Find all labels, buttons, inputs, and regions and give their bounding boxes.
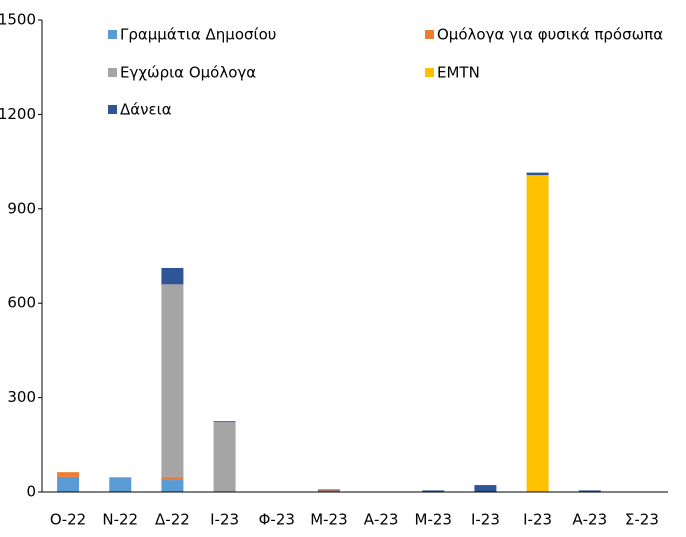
bar-segment [213,422,236,492]
legend-label: Εγχώρια Ομόλογα [120,64,256,82]
bar-segment [57,472,80,477]
y-tick-label: 900 [7,199,36,217]
bar-segment [161,476,184,481]
x-tick-label: Ι-23 [471,511,500,529]
bar-segment [317,490,340,492]
x-tick-label: Μ-23 [415,511,452,529]
x-tick-label: Ι-23 [523,511,552,529]
x-tick-label: Ο-22 [50,511,86,529]
legend-label: Ομόλογα για φυσικά πρόσωπα [437,26,663,44]
x-tick-label: Ι-23 [210,511,239,529]
bar-segment [578,490,601,492]
x-tick-label: Ν-22 [102,511,138,529]
bar-segment [161,480,184,492]
y-tick-label: 1200 [0,105,36,123]
y-tick-label: 600 [7,294,36,312]
x-tick-label: Μ-23 [310,511,347,529]
y-tick-label: 1500 [0,11,36,29]
legend-swatch [108,105,117,114]
y-tick-label: 0 [26,483,36,501]
x-tick-label: Δ-22 [155,511,190,529]
y-tick-label: 300 [7,388,36,406]
bar-segment [474,485,497,492]
bar-segment [526,175,549,492]
x-tick-label: Α-23 [572,511,607,529]
legend-swatch [108,30,117,39]
bar-segment [161,267,184,285]
legend-swatch [425,68,434,77]
legend-swatch [108,68,117,77]
bar-segment [109,477,132,479]
legend-swatch [425,30,434,39]
legend-label: Δάνεια [120,101,172,119]
x-tick-label: Α-23 [364,511,399,529]
legend-label: Γραμμάτια Δημοσίου [120,26,276,44]
x-tick-label: Σ-23 [625,511,659,529]
x-tick-label: Φ-23 [259,511,295,529]
legend-label: EMTN [437,64,480,82]
bar-segment [526,172,549,176]
bar-segment [57,476,80,492]
bar-segment [161,284,184,477]
bar-segment [317,489,340,491]
bar-segment [109,478,132,492]
bar-segment [422,490,445,492]
bar-segment [213,421,236,423]
